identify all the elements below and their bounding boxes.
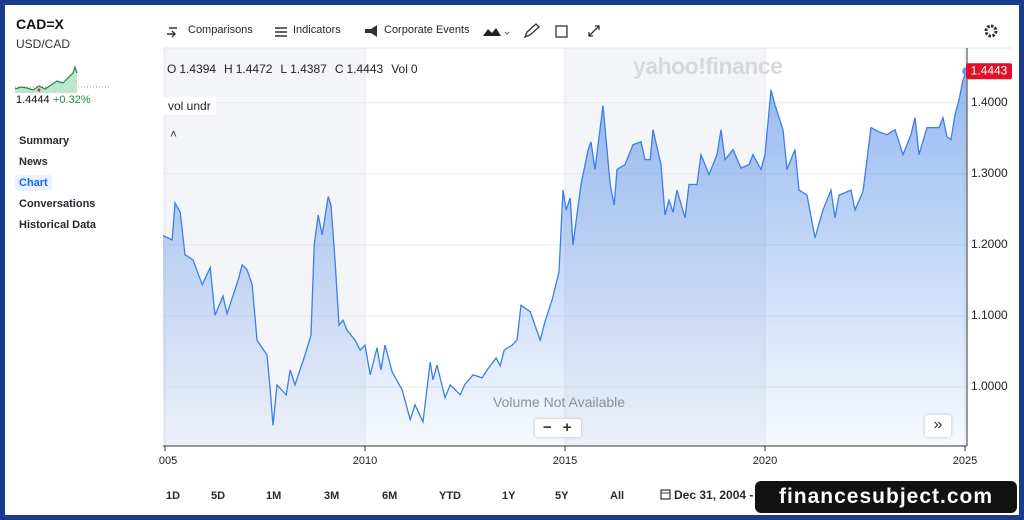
x-tick-label: 2005 xyxy=(158,455,177,467)
ohlc-value: 1.4394 xyxy=(179,62,217,76)
range-button[interactable]: 5D xyxy=(211,490,226,502)
settings[interactable] xyxy=(983,23,999,39)
comparisons-icon xyxy=(167,27,177,38)
chart-type-icon xyxy=(483,28,501,36)
ohlc-value: 1.4387 xyxy=(290,62,327,76)
x-tick-label: 2025 xyxy=(953,455,977,467)
nav-news[interactable]: News xyxy=(19,156,48,168)
ohlc-key: H xyxy=(224,62,233,76)
ohlc-value: 0 xyxy=(410,62,418,76)
ohlc: O 1.4394 H 1.4472 L 1.4387 C 1.4443 Vol 0 xyxy=(167,62,426,76)
sparkline-area xyxy=(15,67,77,93)
collapse[interactable]: ˄ xyxy=(170,127,178,141)
dropdown-caret xyxy=(504,31,510,35)
x-tick-label: 2015 xyxy=(553,455,577,467)
last-price-label: 1.4443 xyxy=(971,63,1008,77)
y-tick-label: 1.2000 xyxy=(971,237,1008,251)
chart: 1.0000 1.1000 1.2000 1.3000 1.4000 2005 2010 20… xyxy=(158,47,1013,467)
ohlc-key: C xyxy=(334,62,344,76)
sparkline xyxy=(15,65,111,93)
x-tick-label: 2020 xyxy=(753,455,777,467)
last-price-badge xyxy=(966,63,1012,80)
ohlc-key: L xyxy=(280,62,288,76)
ohlc-value: 1.4443 xyxy=(346,62,384,76)
indicators-icon xyxy=(275,27,287,37)
toolbar-icons xyxy=(167,23,600,39)
range-button[interactable]: 5Y xyxy=(555,490,569,502)
site-badge: financesubject.com xyxy=(755,481,1017,513)
scroll-end[interactable]: » xyxy=(925,415,951,437)
price: 1.4444 xyxy=(16,94,50,106)
ohlc-value: 1.4472 xyxy=(235,62,273,76)
nav-summary[interactable]: Summary xyxy=(19,135,70,147)
nav-chart[interactable]: Chart xyxy=(15,175,52,191)
expand-icon xyxy=(588,25,600,37)
ohlc-key: Vol xyxy=(391,62,408,76)
calendar-icon[interactable] xyxy=(660,488,672,500)
zoom-controls: − + xyxy=(535,419,581,437)
app-frame: CAD=X USD/CAD 1.4444 +0.32% Summary News… xyxy=(5,5,1019,515)
events-icon xyxy=(365,25,377,37)
y-tick-label: 1.4000 xyxy=(971,95,1008,109)
line xyxy=(162,70,967,426)
indicators[interactable]: Indicators xyxy=(293,24,341,36)
y-tick-label: 1.1000 xyxy=(971,308,1008,322)
comparisons[interactable]: Comparisons xyxy=(188,24,253,36)
range-button[interactable]: 3M xyxy=(324,490,340,502)
y-tick-label: 1.3000 xyxy=(971,166,1008,180)
gear xyxy=(984,24,998,38)
table-icon xyxy=(555,25,568,38)
pair: USD/CAD xyxy=(16,37,71,51)
zoom-in[interactable]: + xyxy=(562,419,572,436)
range-button[interactable]: YTD xyxy=(439,490,461,502)
range-button[interactable]: 1Y xyxy=(502,490,516,502)
date-range[interactable]: Dec 31, 2004 - xyxy=(674,488,754,502)
corporate-events[interactable]: Corporate Events xyxy=(384,24,470,36)
nav-conversations[interactable]: Conversations xyxy=(19,198,96,210)
watermark: yahoo!finance xyxy=(633,53,783,79)
x-tick-label: 2010 xyxy=(353,455,377,467)
calendar-box xyxy=(660,489,671,500)
area xyxy=(163,71,967,446)
range-button[interactable]: 1M xyxy=(266,490,282,502)
zoom-out[interactable]: − xyxy=(543,419,552,436)
gear-hole xyxy=(989,29,993,33)
range-button[interactable]: All xyxy=(610,490,625,502)
y-tick-label: 1.0000 xyxy=(971,379,1008,393)
range-button[interactable]: 1D xyxy=(166,490,181,502)
range-button[interactable]: 6M xyxy=(382,490,398,502)
change: +0.32% xyxy=(53,94,91,106)
volume-note: Volume Not Available xyxy=(493,394,626,410)
ohlc-key: O xyxy=(167,62,177,76)
sparkline-line xyxy=(15,65,78,91)
nav-historical[interactable]: Historical Data xyxy=(19,219,97,231)
sparkline-dot xyxy=(37,88,41,92)
draw-icon xyxy=(523,23,540,39)
symbol: CAD=X xyxy=(16,16,64,32)
study-label[interactable]: vol undr xyxy=(163,97,216,115)
